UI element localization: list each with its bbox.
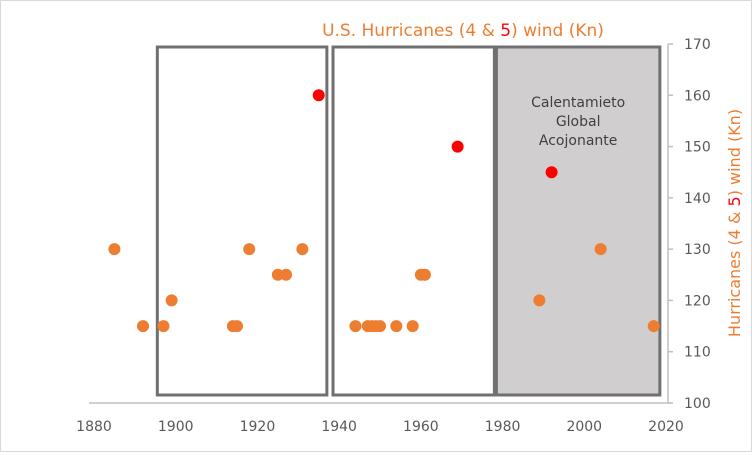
data-point — [349, 320, 362, 333]
data-point — [243, 243, 256, 256]
title-part: Hurricanes (4 & — [725, 206, 744, 337]
title-part: ) wind (Kn) — [511, 21, 604, 41]
data-point — [451, 140, 464, 153]
x-tick-label: 1960 — [403, 419, 439, 435]
x-tick-label: 1920 — [240, 419, 276, 435]
title-part: 5 — [500, 21, 511, 41]
data-point — [647, 320, 660, 333]
data-point — [418, 268, 431, 281]
x-tick-label: 2020 — [648, 419, 684, 435]
y-tick-label: 100 — [684, 396, 711, 412]
data-point — [406, 320, 419, 333]
y-tick-label: 110 — [684, 345, 711, 361]
y-tick-label: 120 — [684, 293, 711, 309]
annotation-label-line: Acojonante — [539, 133, 617, 149]
y-tick-label: 160 — [684, 88, 711, 104]
data-point — [108, 243, 121, 256]
annotation-box-1 — [155, 45, 329, 397]
data-point — [280, 268, 293, 281]
data-point — [137, 320, 150, 333]
title-part: ) wind (Kn) — [725, 109, 744, 196]
annotation-box-2 — [331, 45, 496, 397]
data-point — [390, 320, 403, 333]
data-point — [545, 166, 558, 179]
annotation-box-3 — [494, 45, 662, 397]
x-tick-label: 1980 — [485, 419, 521, 435]
x-tick-label: 2000 — [566, 419, 602, 435]
annotation-label-line: Global — [556, 114, 601, 130]
data-points — [108, 89, 660, 333]
data-point — [594, 243, 607, 256]
title-part: 5 — [725, 196, 744, 206]
data-point — [165, 294, 178, 307]
y-axis-title: Hurricanes (4 & 5) wind (Kn) — [725, 109, 744, 337]
x-tick-label: 1900 — [158, 419, 194, 435]
chart-title: U.S. Hurricanes (4 & 5) wind (Kn) — [322, 21, 604, 41]
x-tick-label: 1940 — [321, 419, 357, 435]
y-tick-label: 150 — [684, 140, 711, 156]
annotation-boxes: Calentamieto Global Acojonante — [155, 45, 662, 397]
x-tick-label: 1880 — [76, 419, 112, 435]
data-point — [157, 320, 170, 333]
data-point — [296, 243, 309, 256]
y-tick-label: 140 — [684, 191, 711, 207]
title-part: U.S. Hurricanes (4 & — [322, 21, 500, 41]
data-point — [231, 320, 243, 333]
data-point — [533, 294, 546, 307]
data-point — [312, 89, 325, 102]
y-tick-label: 170 — [684, 37, 711, 53]
annotation-label-line: Calentamieto — [531, 95, 625, 111]
y-tick-label: 130 — [684, 242, 711, 258]
data-point — [374, 320, 386, 333]
